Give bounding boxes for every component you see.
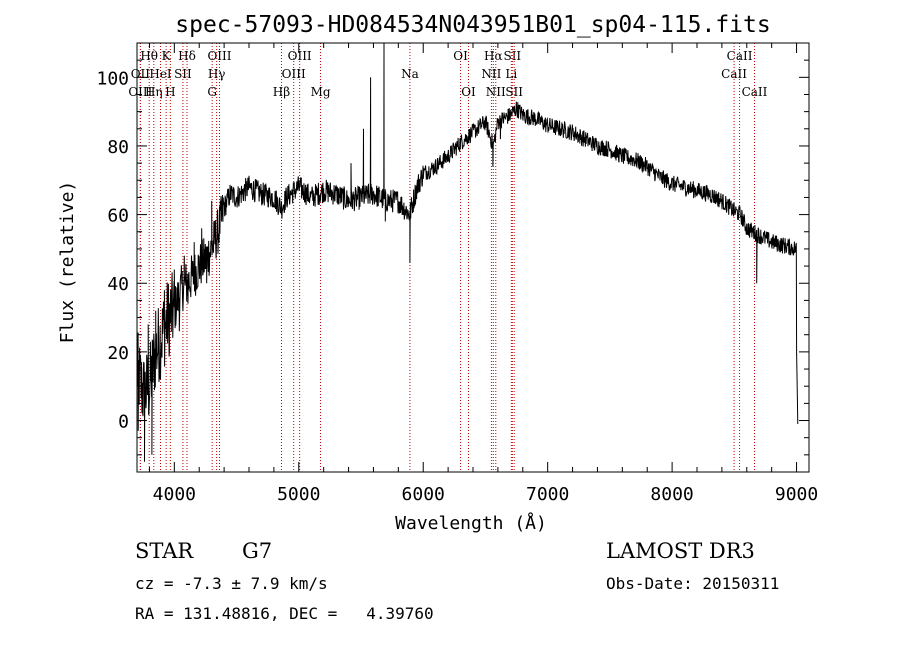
spectrum-layer <box>136 42 799 462</box>
spectral-line-label: HeI <box>149 67 172 81</box>
plot-frame <box>136 42 810 473</box>
spectral-line-label: Hγ <box>208 67 226 81</box>
y-ticks: 0 20 40 60 80 100 <box>96 42 809 456</box>
spectral-line-label: SII <box>505 85 523 99</box>
x-tick-label: 8000 <box>650 484 693 505</box>
y-axis-label: Flux (relative) <box>57 181 78 344</box>
spectral-line-label: OI <box>453 49 468 63</box>
x-tick-label: 5000 <box>277 484 320 505</box>
spectral-line-label: SII <box>503 49 521 63</box>
x-axis-label: Wavelength (Å) <box>395 512 547 534</box>
spectral-line-label: Hα <box>484 49 503 63</box>
y-tick-label: 100 <box>96 68 129 89</box>
ra-dec: RA = 131.48816, DEC = 4.39760 <box>135 604 434 623</box>
obs-date: Obs-Date: 20150311 <box>606 574 779 593</box>
spectral-line-label: CaII <box>727 49 753 63</box>
spectrum-line <box>136 42 799 462</box>
x-tick-label: 6000 <box>402 484 445 505</box>
y-tick-label: 20 <box>107 343 129 364</box>
x-tick-label: 9000 <box>775 484 818 505</box>
spectral-line-label: Na <box>401 67 419 81</box>
spectral-line-label: Hβ <box>273 85 290 99</box>
spectral-line-label: OI <box>461 85 476 99</box>
spectral-line-label: CaII <box>742 85 768 99</box>
spectral-line-label: CaII <box>721 67 747 81</box>
spectral-subclass: G7 <box>242 539 272 563</box>
chart-title: spec-57093-HD084534N043951B01_sp04-115.f… <box>175 12 770 38</box>
spectral-line-label: H <box>165 85 175 99</box>
spectral-line-label: K <box>162 49 172 63</box>
spectral-line-label: Hθ <box>140 49 158 63</box>
spectral-line-label: Hη <box>145 85 163 99</box>
spectral-line-label: Hδ <box>178 49 196 63</box>
y-tick-label: 40 <box>107 274 129 295</box>
spectral-line-label: OIII <box>207 49 231 63</box>
spectral-class: STAR <box>135 539 194 563</box>
x-tick-label: 7000 <box>526 484 569 505</box>
y-tick-label: 60 <box>107 206 129 227</box>
survey-name: LAMOST DR3 <box>606 539 755 563</box>
redshift-cz: cz = -7.3 ± 7.9 km/s <box>135 574 328 593</box>
y-tick-label: 80 <box>107 137 129 158</box>
spectral-line-label: SII <box>174 67 192 81</box>
spectral-line-label: OIII <box>288 49 312 63</box>
spectral-line-label: NII <box>486 85 506 99</box>
spectral-line-label: G <box>207 85 217 99</box>
spectral-line-label: OIII <box>282 67 306 81</box>
x-ticks: 4000 5000 6000 7000 8000 9000 <box>148 43 818 505</box>
spectral-line-label: OIII <box>128 85 152 99</box>
spectral-line-label: Li <box>505 67 517 81</box>
spectral-line-label: NII <box>481 67 501 81</box>
spectral-line-label: Mg <box>311 85 331 99</box>
y-tick-label: 0 <box>118 412 129 433</box>
x-tick-label: 4000 <box>153 484 196 505</box>
